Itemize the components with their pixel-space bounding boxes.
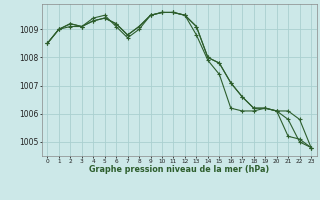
X-axis label: Graphe pression niveau de la mer (hPa): Graphe pression niveau de la mer (hPa) [89,165,269,174]
